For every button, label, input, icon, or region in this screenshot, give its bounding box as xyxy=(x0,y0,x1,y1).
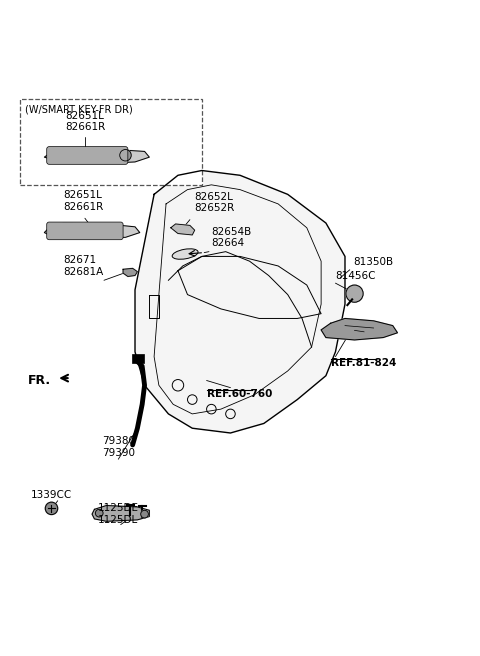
Text: REF.60-760: REF.60-760 xyxy=(206,388,272,399)
Circle shape xyxy=(346,285,363,302)
Text: 82651L
82661R: 82651L 82661R xyxy=(65,111,105,133)
Text: 81350B: 81350B xyxy=(354,257,394,267)
Polygon shape xyxy=(44,149,149,163)
Text: 1125DE
1125DL: 1125DE 1125DL xyxy=(98,503,139,525)
Text: 81456C: 81456C xyxy=(336,271,376,281)
Polygon shape xyxy=(321,318,397,340)
FancyBboxPatch shape xyxy=(21,99,202,185)
FancyBboxPatch shape xyxy=(47,222,123,239)
Text: 82651L
82661R: 82651L 82661R xyxy=(63,190,104,212)
Circle shape xyxy=(45,502,58,514)
Polygon shape xyxy=(135,171,345,433)
Text: 82671
82681A: 82671 82681A xyxy=(63,255,104,277)
Text: FR.: FR. xyxy=(28,374,51,387)
Text: 79380
79390: 79380 79390 xyxy=(102,436,135,458)
FancyBboxPatch shape xyxy=(132,354,144,363)
Polygon shape xyxy=(123,268,137,276)
Ellipse shape xyxy=(172,249,198,259)
Text: 82652L
82652R: 82652L 82652R xyxy=(195,192,235,213)
Text: REF.81-824: REF.81-824 xyxy=(331,358,396,367)
Text: (W/SMART KEY-FR DR): (W/SMART KEY-FR DR) xyxy=(25,105,133,115)
Circle shape xyxy=(120,150,131,161)
Polygon shape xyxy=(92,506,149,522)
Circle shape xyxy=(141,510,148,518)
Text: 82654B
82664: 82654B 82664 xyxy=(211,227,252,249)
Circle shape xyxy=(96,509,103,517)
Polygon shape xyxy=(171,224,195,235)
Polygon shape xyxy=(44,223,140,238)
FancyBboxPatch shape xyxy=(47,147,128,164)
Text: 1339CC: 1339CC xyxy=(31,490,72,500)
